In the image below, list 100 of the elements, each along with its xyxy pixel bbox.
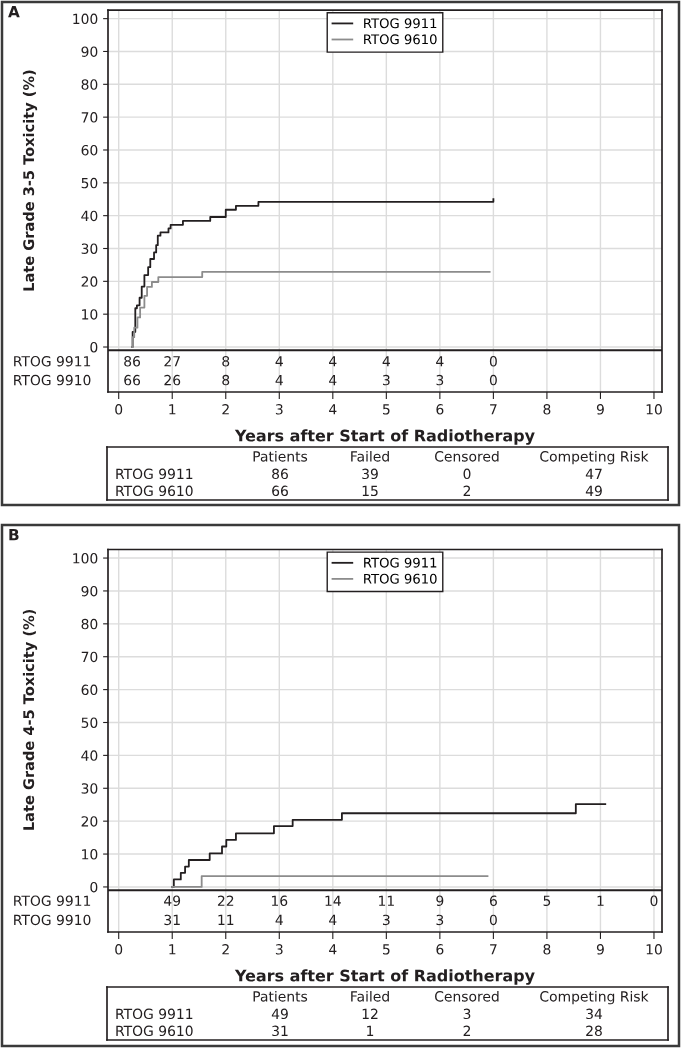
text: Failed — [351, 990, 389, 1002]
x-tick-label: 8 — [543, 944, 551, 955]
text: RTOG 9610 — [116, 1025, 193, 1037]
x-tick-label: 2 — [222, 944, 229, 955]
annotation: 4 — [436, 356, 444, 367]
annotation: 3 — [382, 374, 390, 386]
x-axis-title: Years after Start of Radiotherapy — [234, 969, 535, 985]
annotation: 0 — [489, 914, 497, 926]
text: Competing Risk — [540, 990, 649, 1005]
text: 31 — [272, 1025, 288, 1037]
x-tick-label: 5 — [382, 404, 390, 415]
text: RTOG 9911 — [116, 468, 193, 480]
annotation: 5 — [543, 895, 551, 907]
annotation: 66 — [124, 374, 141, 386]
y-tick-label: 10 — [82, 309, 98, 320]
text: 28 — [586, 1025, 602, 1037]
annotation: 26 — [164, 374, 181, 386]
x-tick-label: 6 — [436, 944, 444, 955]
x-tick-label: 9 — [596, 944, 604, 955]
text: 86 — [272, 468, 288, 480]
x-tick-label: 10 — [646, 944, 662, 955]
text: Patients — [253, 450, 308, 462]
x-tick-label: 6 — [436, 404, 444, 415]
annotation: 16 — [271, 895, 288, 907]
x-tick-label: 1 — [169, 404, 176, 415]
annotation: 6 — [489, 895, 497, 907]
y-tick-label: 80 — [81, 79, 98, 90]
text: RTOG 9911 — [116, 1008, 193, 1020]
x-tick-label: 8 — [543, 404, 551, 415]
y-tick-label: 40 — [81, 750, 98, 761]
text: Patients — [253, 990, 308, 1002]
y-tick-label: 20 — [81, 276, 98, 287]
y-tick-label: 30 — [81, 243, 98, 254]
y-tick-label: 80 — [81, 618, 98, 630]
annotation: 8 — [222, 356, 230, 367]
text: RTOG 9911 — [14, 895, 91, 907]
annotation: 49 — [164, 895, 181, 907]
text: 2 — [463, 485, 471, 496]
chart-title: B — [9, 529, 19, 541]
annotation: 22 — [217, 895, 234, 906]
x-axis-title: Years after Start of Radiotherapy — [234, 429, 535, 445]
x-tick-label: 9 — [596, 404, 604, 415]
x-tick-label: 5 — [382, 944, 390, 955]
annotation: 4 — [329, 356, 337, 367]
y-tick-label: 90 — [81, 585, 98, 597]
legend-label: RTOG 9610 — [364, 34, 437, 45]
y-tick-label: 90 — [81, 46, 98, 57]
text: 1 — [367, 1025, 374, 1036]
x-tick-label: 4 — [329, 944, 337, 955]
annotation: 27 — [164, 356, 180, 367]
y-tick-label: 50 — [81, 717, 98, 728]
x-tick-label: 10 — [646, 404, 662, 415]
text: 47 — [585, 468, 602, 479]
x-tick-label: 2 — [222, 404, 229, 415]
y-tick-label: 50 — [81, 177, 98, 189]
annotation: 4 — [329, 375, 337, 386]
text: 49 — [271, 1008, 288, 1020]
y-tick-label: 0 — [90, 341, 98, 353]
text: Censored — [435, 990, 499, 1002]
text: RTOG 9911 — [14, 356, 91, 367]
text: 49 — [585, 485, 602, 497]
annotation: 0 — [489, 374, 497, 386]
text: 39 — [362, 468, 378, 480]
y-tick-label: 70 — [81, 112, 98, 123]
text: Failed — [351, 450, 389, 462]
y-tick-label: 70 — [81, 651, 98, 663]
x-tick-label: 4 — [329, 404, 337, 415]
y-tick-label: 40 — [81, 210, 98, 222]
y-tick-label: 20 — [81, 816, 98, 827]
text: 12 — [362, 1008, 378, 1019]
legend-label: RTOG 9610 — [364, 573, 437, 584]
text: Censored — [435, 450, 499, 462]
y-tick-label: 30 — [81, 783, 98, 794]
annotation: 0 — [489, 356, 497, 367]
x-tick-label: 0 — [115, 944, 123, 955]
y-axis-title: Late Grade 4-5 Toxicity (%) — [22, 609, 38, 830]
annotation: 14 — [325, 895, 341, 906]
text: RTOG 9910 — [14, 914, 91, 926]
chart-title: A — [8, 6, 20, 18]
x-tick-label: 3 — [275, 404, 283, 415]
annotation: 4 — [275, 375, 283, 386]
text: 15 — [362, 485, 378, 497]
text: 66 — [272, 485, 288, 497]
x-tick-label: 0 — [115, 404, 123, 415]
y-tick-label: 100 — [73, 553, 98, 564]
annotation: 11 — [218, 914, 234, 925]
y-tick-label: 0 — [90, 881, 98, 893]
x-tick-label: 1 — [169, 944, 176, 955]
text: 34 — [586, 1008, 603, 1020]
y-tick-label: 100 — [73, 13, 98, 25]
annotation: 4 — [275, 356, 283, 367]
annotation: 3 — [436, 374, 444, 386]
x-tick-label: 3 — [275, 944, 283, 955]
annotation: 4 — [275, 914, 283, 925]
legend-label: RTOG 9911 — [364, 557, 437, 568]
annotation: 3 — [436, 914, 444, 926]
x-tick-label: 7 — [490, 944, 497, 955]
annotation: 11 — [379, 895, 394, 906]
x-tick-label: 7 — [490, 404, 497, 415]
annotation: 31 — [164, 914, 180, 926]
